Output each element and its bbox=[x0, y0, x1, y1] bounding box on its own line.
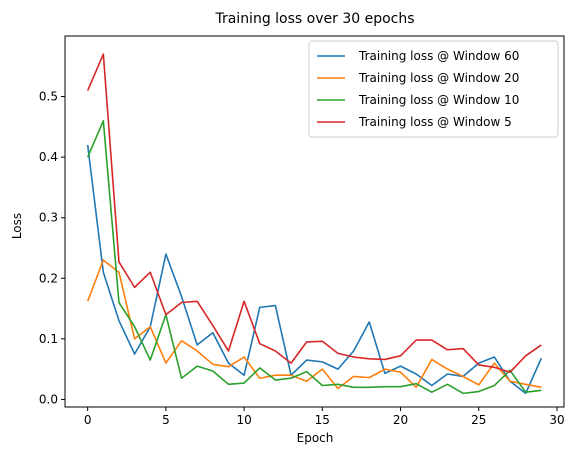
y-tick-label: 0.5 bbox=[39, 90, 58, 104]
y-tick-label: 0.2 bbox=[39, 271, 58, 285]
series-layer bbox=[86, 53, 543, 395]
legend-label: Training loss @ Window 5 bbox=[358, 115, 512, 129]
series-line-1 bbox=[86, 144, 543, 395]
series-line-3 bbox=[86, 120, 542, 395]
series-line-2 bbox=[86, 259, 542, 390]
axes-frame bbox=[64, 35, 565, 408]
x-tick-label: 25 bbox=[471, 413, 486, 427]
x-tick-label: 5 bbox=[162, 413, 170, 427]
legend-box bbox=[308, 40, 559, 138]
x-tick-label: 10 bbox=[236, 413, 251, 427]
y-tick-label: 0.1 bbox=[39, 332, 58, 346]
legend-label: Training loss @ Window 60 bbox=[358, 49, 519, 63]
plot-area: 0 5 10 15 20 25 30 0.0 0.1 0.2 0.3 0.4 0.5 bbox=[39, 35, 565, 427]
legend-label: Training loss @ Window 10 bbox=[358, 93, 519, 107]
x-tick-label: 30 bbox=[549, 413, 564, 427]
y-tick-label: 0.0 bbox=[39, 392, 58, 406]
x-tick-label: 15 bbox=[315, 413, 330, 427]
y-axis-label: Loss bbox=[10, 213, 24, 239]
series-line-4 bbox=[86, 53, 542, 373]
ticks-layer: 0 5 10 15 20 25 30 0.0 0.1 0.2 0.3 0.4 0.5 bbox=[39, 90, 565, 427]
x-tick-label: 0 bbox=[84, 413, 92, 427]
chart-title: Training loss over 30 epochs bbox=[214, 11, 414, 27]
y-tick-label: 0.4 bbox=[39, 150, 58, 164]
x-axis-label: Epoch bbox=[297, 431, 334, 445]
y-tick-label: 0.3 bbox=[39, 211, 58, 225]
x-tick-label: 20 bbox=[393, 413, 408, 427]
legend-label: Training loss @ Window 20 bbox=[358, 71, 519, 85]
legend: Training loss @ Window 60 Training loss @… bbox=[308, 40, 559, 138]
